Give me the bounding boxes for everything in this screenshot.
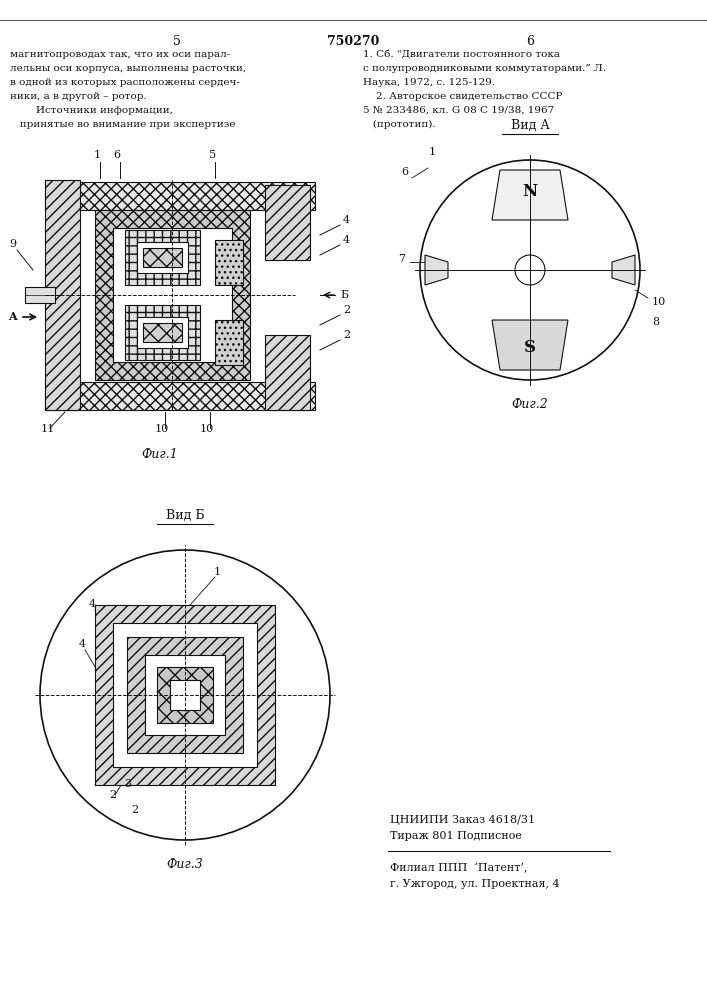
Bar [125, 230, 200, 285]
Text: лельны оси корпуса, выполнены расточки,: лельны оси корпуса, выполнены расточки, [10, 64, 246, 73]
Bar [215, 240, 243, 285]
Bar [95, 210, 250, 380]
Text: ЦНИИПИ Заказ 4618/31: ЦНИИПИ Заказ 4618/31 [390, 815, 535, 825]
Text: 2: 2 [343, 330, 350, 340]
Text: Фиг.3: Фиг.3 [167, 858, 204, 871]
Text: 7: 7 [399, 254, 406, 264]
Text: A: A [8, 312, 17, 322]
Text: Источники информации,: Источники информации, [10, 106, 173, 115]
Text: 9: 9 [9, 239, 16, 249]
Text: 4: 4 [343, 215, 350, 225]
Text: 10: 10 [155, 424, 169, 434]
Text: S: S [524, 340, 536, 357]
Bar [137, 242, 188, 273]
Bar [113, 228, 232, 362]
Text: 6: 6 [526, 35, 534, 48]
Text: 2: 2 [132, 805, 139, 815]
Text: с полупроводниковыми коммутаторами.” Л.: с полупроводниковыми коммутаторами.” Л. [363, 64, 606, 73]
Bar [265, 185, 310, 260]
Bar [45, 182, 315, 210]
Text: Фиг.2: Фиг.2 [512, 398, 549, 411]
Text: 11: 11 [41, 424, 55, 434]
Bar [157, 667, 213, 723]
Polygon shape [492, 320, 568, 370]
Text: Наука, 1972, с. 125-129.: Наука, 1972, с. 125-129. [363, 78, 495, 87]
Text: Фиг.1: Фиг.1 [141, 448, 178, 461]
Text: 2. Авторское свидетельство СССР: 2. Авторское свидетельство СССР [363, 92, 562, 101]
Text: 4: 4 [88, 599, 95, 609]
Bar [137, 317, 188, 348]
Text: 4: 4 [343, 235, 350, 245]
Text: 5 № 233486, кл. G 08 C 19/38, 1967: 5 № 233486, кл. G 08 C 19/38, 1967 [363, 106, 554, 115]
Text: ники, а в другой – ротор.: ники, а в другой – ротор. [10, 92, 147, 101]
Text: 1: 1 [214, 567, 221, 577]
Bar [170, 680, 200, 710]
Text: принятые во внимание при экспертизе: принятые во внимание при экспертизе [10, 120, 235, 129]
Text: 3: 3 [124, 779, 132, 789]
Text: г. Ужгород, ул. Проектная, 4: г. Ужгород, ул. Проектная, 4 [390, 879, 560, 889]
Text: 2: 2 [343, 305, 350, 315]
Text: 6: 6 [113, 150, 121, 160]
Text: 6: 6 [402, 167, 409, 177]
Bar [265, 335, 310, 410]
Bar [113, 623, 257, 767]
Text: 1: 1 [428, 147, 436, 157]
Text: 5: 5 [173, 35, 181, 48]
Text: 10: 10 [200, 424, 214, 434]
Text: (прототип).: (прототип). [363, 120, 436, 129]
Bar [215, 320, 243, 365]
Text: 2: 2 [110, 790, 117, 800]
Bar [95, 605, 275, 785]
Text: 4: 4 [78, 639, 86, 649]
Text: 1. Сб. "Двигатели постоянного тока: 1. Сб. "Двигатели постоянного тока [363, 50, 560, 59]
Text: 1: 1 [93, 150, 100, 160]
Polygon shape [492, 170, 568, 220]
Text: Тираж 801 Подписное: Тираж 801 Подписное [390, 831, 522, 841]
Polygon shape [425, 255, 448, 285]
Text: 8: 8 [652, 317, 659, 327]
Bar [143, 323, 182, 342]
Bar [45, 180, 80, 410]
Circle shape [515, 255, 545, 285]
Text: магнитопроводах так, что их оси парал-: магнитопроводах так, что их оси парал- [10, 50, 230, 59]
Text: в одной из которых расположены сердеч-: в одной из которых расположены сердеч- [10, 78, 240, 87]
Bar [45, 382, 315, 410]
Bar [25, 287, 55, 303]
Bar [125, 305, 200, 360]
Bar [145, 655, 225, 735]
Polygon shape [612, 255, 635, 285]
Text: 750270: 750270 [327, 35, 379, 48]
Text: 10: 10 [652, 297, 666, 307]
Text: Вид А: Вид А [510, 119, 549, 132]
Text: Б: Б [340, 290, 348, 300]
Text: Вид Б: Вид Б [165, 509, 204, 522]
Text: N: N [522, 184, 537, 200]
Text: 5: 5 [209, 150, 216, 160]
Bar [143, 248, 182, 267]
Bar [127, 637, 243, 753]
Text: Филиал ППП  ‘Патент’,: Филиал ППП ‘Патент’, [390, 863, 527, 874]
